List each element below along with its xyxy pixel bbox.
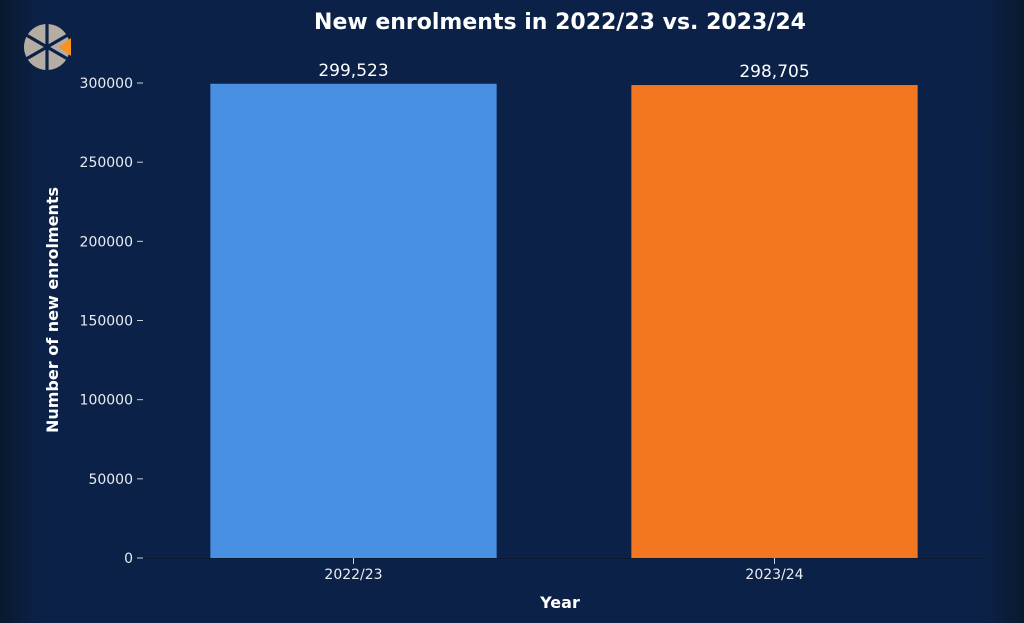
x-axis: 2022/23 2023/24 — [143, 558, 985, 583]
bar-value-label: 299,523 — [318, 61, 388, 81]
y-tick-label: 200000 — [80, 234, 133, 250]
x-axis-label: Year — [539, 593, 580, 612]
x-tick-label: 2023/24 — [745, 567, 803, 583]
y-tick-label: 100000 — [80, 393, 133, 409]
y-axis: 0 50000 100000 150000 200000 250000 300000 — [80, 76, 143, 567]
bars: 299,523 298,705 — [210, 61, 918, 558]
logo-arrow — [59, 38, 71, 56]
y-tick-label: 250000 — [80, 155, 133, 171]
logo-icon — [24, 23, 71, 71]
logo-spokes — [25, 23, 69, 71]
bar-2022-23 — [210, 83, 497, 558]
x-tick-label: 2022/23 — [324, 567, 382, 583]
bar-2023-24 — [631, 85, 918, 558]
y-tick-label: 150000 — [80, 314, 133, 330]
bar-value-label: 298,705 — [739, 62, 809, 82]
y-tick-label: 50000 — [88, 472, 133, 488]
y-axis-label: Number of new enrolments — [43, 187, 62, 433]
y-tick-label: 300000 — [80, 76, 133, 92]
y-tick-label: 0 — [124, 551, 133, 567]
chart-title: New enrolments in 2022/23 vs. 2023/24 — [314, 10, 806, 35]
